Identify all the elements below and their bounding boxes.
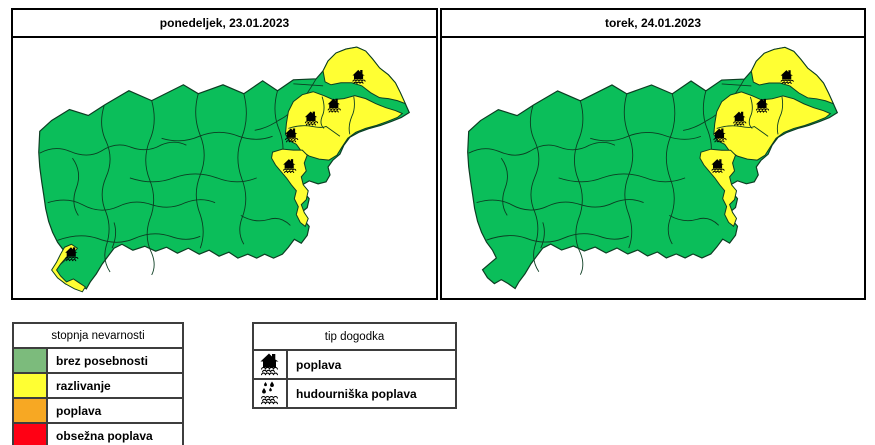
legend-label: obsežna poplava: [46, 422, 184, 445]
yellow-region-borders: [716, 96, 784, 137]
flood-icon: [285, 128, 299, 143]
region-prlekija: [271, 148, 309, 228]
legend-label: razlivanje: [46, 372, 184, 399]
panel-date: ponedeljek, 23.01.2023: [13, 10, 436, 38]
flood-icon: [780, 70, 794, 85]
region-borders: [468, 78, 752, 275]
flood-icon: [304, 111, 319, 126]
legend-label: hudourniška poplava: [286, 378, 457, 409]
danger-level-legend: stopnja nevarnosti brez posebnosti razli…: [12, 322, 184, 445]
panel-date: torek, 24.01.2023: [442, 10, 864, 38]
forecast-panel-monday: ponedeljek, 23.01.2023: [11, 8, 438, 300]
flash-flood-icon: [260, 381, 278, 405]
yellow-swatch: [12, 372, 48, 399]
region-podravska: [284, 91, 404, 161]
region-podravska: [713, 91, 832, 161]
slovenia-map: [38, 46, 411, 293]
legend-label: poplava: [46, 397, 184, 424]
flood-icon: [252, 349, 288, 380]
forecast-panel-tuesday: torek, 24.01.2023: [440, 8, 866, 300]
flood-icon: [755, 98, 770, 113]
legend-label: poplava: [286, 349, 457, 380]
legend-title: tip dogodka: [252, 322, 457, 351]
legend-title: stopnja nevarnosti: [12, 322, 184, 349]
orange-swatch: [12, 397, 48, 424]
region-prlekija: [699, 148, 738, 228]
flood-icon: [713, 128, 727, 143]
red-swatch: [12, 422, 48, 445]
flood-icon: [352, 69, 366, 84]
yellow-region-borders: [288, 96, 355, 137]
event-type-legend: tip dogodka poplava hudourniška poplava: [252, 322, 457, 409]
green-swatch: [12, 347, 48, 374]
flood-icon: [260, 353, 278, 376]
slovenia-map-monday: [13, 38, 436, 296]
legend-label: brez posebnosti: [46, 347, 184, 374]
flash-flood-icon: [252, 378, 288, 409]
slovenia-map: [467, 46, 839, 290]
slovenia-map-tuesday: [442, 38, 864, 296]
flood-icon: [65, 247, 79, 262]
